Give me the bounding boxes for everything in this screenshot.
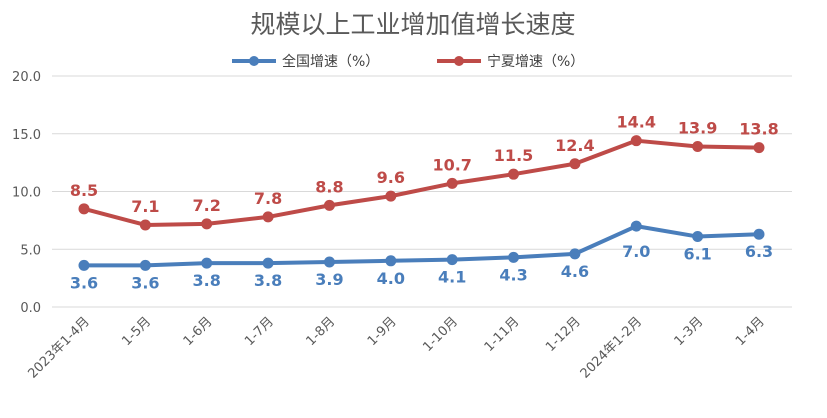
- data-point: [753, 142, 765, 154]
- data-point: [569, 158, 581, 170]
- data-point: [446, 254, 458, 266]
- data-point: [139, 219, 151, 231]
- data-label: 14.4: [617, 113, 656, 132]
- data-label: 4.6: [561, 262, 589, 281]
- data-point: [630, 135, 642, 147]
- x-tick-label: 1-9月: [365, 314, 400, 349]
- data-label: 7.2: [193, 196, 221, 215]
- data-label: 7.1: [131, 197, 159, 216]
- data-point: [446, 177, 458, 189]
- x-tick-label: 1-4月: [733, 314, 768, 349]
- data-label: 3.6: [70, 273, 98, 292]
- data-label: 12.4: [555, 136, 594, 155]
- data-label: 13.8: [739, 120, 778, 139]
- data-label: 3.8: [254, 271, 282, 290]
- chart-title: 规模以上工业增加值增长速度: [250, 10, 575, 39]
- data-labels: 3.6 3.6 3.8 3.8 3.9 4.0 4.1 4.3 4.6 7.0 6.1 6.3 8.5 7…: [70, 113, 779, 293]
- data-label: 8.8: [315, 177, 343, 196]
- data-label: 13.9: [678, 118, 717, 137]
- x-tick-label: 1-12月: [543, 314, 584, 355]
- data-point: [201, 218, 213, 230]
- data-point: [323, 199, 335, 211]
- data-label: 8.5: [70, 181, 98, 200]
- data-label: 4.3: [499, 265, 527, 284]
- x-tick-label: 1-7月: [242, 314, 277, 349]
- data-label: 11.5: [494, 146, 533, 165]
- data-label: 3.6: [131, 273, 159, 292]
- data-point: [508, 251, 520, 263]
- data-point: [139, 259, 151, 271]
- y-tick-label: 20.0: [12, 70, 41, 85]
- data-point: [385, 255, 397, 267]
- legend-label: 全国增速（%）: [282, 53, 379, 70]
- data-point: [692, 140, 704, 152]
- x-tick-label: 1-11月: [482, 314, 523, 355]
- data-label: 6.3: [745, 242, 773, 261]
- legend: 全国增速（%） 宁夏增速（%）: [232, 53, 584, 70]
- data-label: 7.0: [622, 242, 650, 261]
- data-label: 6.1: [683, 245, 711, 264]
- data-point: [385, 190, 397, 202]
- y-tick-label: 15.0: [12, 128, 41, 143]
- data-point: [78, 203, 90, 215]
- data-label: 7.8: [254, 189, 282, 208]
- y-axis-ticks: 0.0 5.0 10.0 15.0 20.0: [12, 70, 41, 316]
- data-point: [630, 220, 642, 232]
- x-tick-label: 1-5月: [119, 314, 154, 349]
- data-label: 4.1: [438, 268, 466, 287]
- legend-marker: [454, 56, 464, 66]
- data-point: [753, 228, 765, 240]
- data-point: [262, 211, 274, 223]
- series-line: [83, 138, 760, 227]
- legend-marker: [249, 56, 259, 66]
- data-label: 3.8: [193, 271, 221, 290]
- x-tick-label: 2024年1-2月: [578, 314, 645, 381]
- data-point: [262, 257, 274, 269]
- legend-label: 宁夏增速（%）: [487, 53, 584, 70]
- data-point: [692, 231, 704, 243]
- data-point: [569, 248, 581, 260]
- series-line: [84, 224, 760, 268]
- x-tick-label: 1-3月: [672, 314, 707, 349]
- y-tick-label: 0.0: [20, 301, 41, 316]
- data-point: [201, 257, 213, 269]
- data-label: 3.9: [315, 270, 343, 289]
- x-axis-ticks: 2023年1-4月 1-5月 1-6月 1-7月 1-8月 1-9月 1-10月 1-11月 1…: [25, 314, 767, 381]
- data-label: 10.7: [432, 155, 471, 174]
- data-point: [323, 256, 335, 268]
- data-label: 4.0: [377, 269, 405, 288]
- y-tick-label: 5.0: [20, 243, 41, 258]
- data-point: [508, 168, 520, 180]
- x-tick-label: 1-10月: [420, 314, 461, 355]
- x-tick-label: 2023年1-4月: [25, 314, 92, 381]
- y-tick-label: 10.0: [12, 186, 41, 201]
- x-tick-label: 1-8月: [303, 314, 338, 349]
- data-point: [78, 259, 90, 271]
- series-lines: [78, 135, 765, 271]
- data-label: 9.6: [377, 168, 405, 187]
- x-tick-label: 1-6月: [181, 314, 216, 349]
